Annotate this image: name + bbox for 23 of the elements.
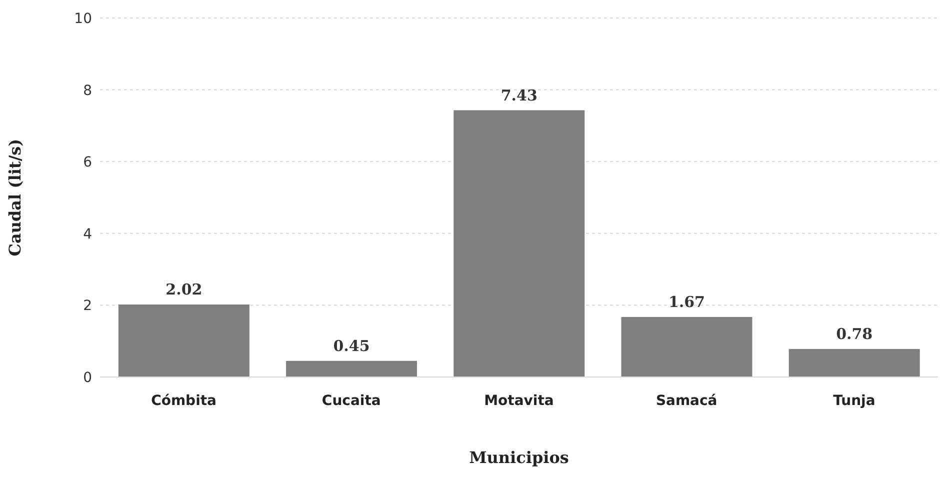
- bar: [454, 110, 585, 377]
- x-tick-label: Motavita: [484, 392, 554, 409]
- bar: [788, 349, 920, 377]
- x-tick-label: Samacá: [656, 392, 718, 409]
- y-tick-label: 0: [83, 370, 92, 386]
- data-label: 2.02: [166, 280, 202, 298]
- data-label: 0.78: [836, 325, 873, 343]
- y-axis-title: Caudal (lit/s): [6, 138, 25, 256]
- x-tick-label: Tunja: [833, 392, 876, 409]
- bar: [621, 317, 752, 377]
- data-label: 1.67: [668, 293, 706, 312]
- data-label: 0.45: [333, 336, 370, 355]
- y-tick-label: 4: [83, 226, 92, 242]
- x-axis-title: Municipios: [469, 448, 569, 467]
- y-tick-label: 10: [74, 10, 92, 27]
- x-tick-label: Cómbita: [151, 392, 217, 409]
- bar: [118, 304, 250, 377]
- data-label: 7.43: [500, 86, 538, 104]
- bar: [286, 360, 418, 377]
- y-tick-label: 2: [83, 298, 92, 314]
- x-tick-label: Cucaita: [322, 392, 381, 409]
- y-tick-label: 8: [83, 82, 92, 99]
- y-tick-label: 6: [83, 154, 92, 171]
